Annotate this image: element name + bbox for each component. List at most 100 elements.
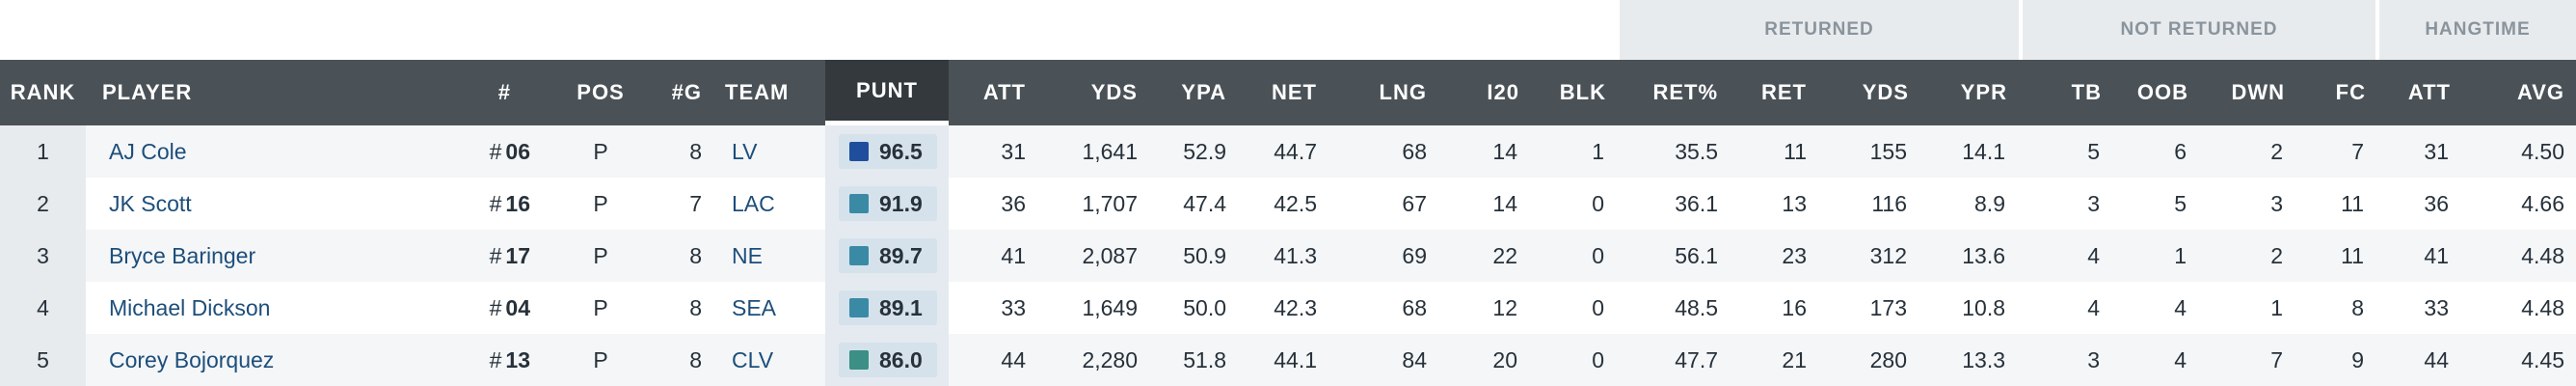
avg-value: 4.66: [2521, 190, 2564, 216]
lng-value: 68: [1402, 138, 1427, 164]
tb-value: 5: [2087, 138, 2100, 164]
yds-value: 1,707: [1082, 190, 1138, 216]
jersey-digits: 17: [505, 242, 530, 268]
i20-value: 14: [1492, 138, 1517, 164]
i20-value: 22: [1492, 242, 1517, 268]
punt-grade-badge: 96.5: [839, 134, 937, 169]
oob-value: 4: [2174, 346, 2187, 372]
tb-value: 3: [2087, 346, 2100, 372]
col-att[interactable]: ATT: [982, 80, 1026, 104]
team-link[interactable]: LV: [732, 138, 758, 164]
team-link[interactable]: CLV: [732, 346, 774, 372]
i20-value: 12: [1492, 294, 1517, 320]
att-value: 36: [1001, 190, 1026, 216]
net-value: 44.1: [1274, 346, 1317, 372]
jersey-number: #16: [424, 178, 530, 230]
col-ypr[interactable]: YPR: [1960, 80, 2007, 104]
col-player[interactable]: PLAYER: [102, 80, 193, 104]
table-row[interactable]: 3 Bryce Baringer #17 P 8 NE 89.7 41 2,08…: [0, 230, 2576, 282]
team-link[interactable]: LAC: [732, 190, 775, 216]
lng-value: 68: [1402, 294, 1427, 320]
position-value: P: [593, 242, 608, 268]
games-value: 8: [689, 242, 702, 268]
table-row[interactable]: 5 Corey Bojorquez #13 P 8 CLV 86.0 44 2,…: [0, 334, 2576, 386]
col-lng[interactable]: LNG: [1379, 80, 1427, 104]
col-punt-grade[interactable]: PUNT: [825, 60, 949, 125]
rank-cell-bg: [0, 282, 86, 334]
hang-att-value: 44: [2424, 346, 2449, 372]
table-row[interactable]: 4 Michael Dickson #04 P 8 SEA 89.1 33 1,…: [0, 282, 2576, 334]
ret-value: 23: [1782, 242, 1807, 268]
table-body: 1 AJ Cole #06 P 8 LV 96.5 31 1,641 52.9 …: [0, 125, 2576, 386]
col-ret[interactable]: RET: [1761, 80, 1807, 104]
team-link[interactable]: SEA: [732, 294, 777, 320]
col-fc[interactable]: FC: [2335, 80, 2366, 104]
ypa-value: 51.8: [1183, 346, 1226, 372]
att-value: 41: [1001, 242, 1026, 268]
player-name-link[interactable]: Bryce Baringer: [109, 242, 256, 268]
ypr-value: 13.3: [1962, 346, 2005, 372]
blk-value: 0: [1592, 346, 1604, 372]
jersey-number: #04: [424, 282, 530, 334]
col-pos[interactable]: POS: [577, 80, 625, 104]
grade-color-swatch: [849, 194, 869, 213]
lng-value: 67: [1402, 190, 1427, 216]
jersey-number: #13: [424, 334, 530, 386]
col-games[interactable]: #G: [671, 80, 702, 104]
col-i20[interactable]: I20: [1487, 80, 1519, 104]
ypa-value: 52.9: [1183, 138, 1226, 164]
lng-value: 84: [1402, 346, 1427, 372]
net-value: 42.5: [1274, 190, 1317, 216]
games-value: 8: [689, 138, 702, 164]
tb-value: 4: [2087, 294, 2100, 320]
col-yds[interactable]: YDS: [1090, 80, 1138, 104]
att-value: 33: [1001, 294, 1026, 320]
rank-cell-bg: [0, 230, 86, 282]
col-net[interactable]: NET: [1272, 80, 1317, 104]
col-avg[interactable]: AVG: [2516, 80, 2564, 104]
col-dwn[interactable]: DWN: [2231, 80, 2285, 104]
table-row[interactable]: 1 AJ Cole #06 P 8 LV 96.5 31 1,641 52.9 …: [0, 125, 2576, 178]
rank-cell-bg: [0, 125, 86, 178]
games-value: 8: [689, 294, 702, 320]
player-name-link[interactable]: Corey Bojorquez: [109, 346, 275, 372]
rank-cell-bg: [0, 334, 86, 386]
col-oob[interactable]: OOB: [2136, 80, 2188, 104]
table-header: RANK PLAYER # POS #G TEAM PUNT ATT YDS Y…: [0, 60, 2576, 125]
dwn-value: 1: [2270, 294, 2283, 320]
jersey-digits: 06: [505, 138, 530, 164]
col-jersey[interactable]: #: [497, 80, 511, 104]
att-value: 31: [1001, 138, 1026, 164]
player-name-link[interactable]: AJ Cole: [109, 138, 187, 164]
col-ret-yds[interactable]: YDS: [1862, 80, 1909, 104]
games-value: 7: [689, 190, 702, 216]
fc-value: 11: [2341, 242, 2364, 268]
col-team[interactable]: TEAM: [725, 80, 790, 104]
position-value: P: [593, 138, 608, 164]
dwn-value: 7: [2270, 346, 2283, 372]
group-returned: RETURNED: [1620, 0, 2019, 60]
ypa-value: 50.0: [1183, 294, 1226, 320]
net-value: 44.7: [1274, 138, 1317, 164]
col-ypa[interactable]: YPA: [1181, 80, 1226, 104]
jersey-digits: 16: [505, 190, 530, 216]
player-name-link[interactable]: Michael Dickson: [109, 294, 271, 320]
ypr-value: 8.9: [1974, 190, 2005, 216]
col-rank[interactable]: RANK: [10, 80, 76, 104]
blk-value: 0: [1592, 190, 1604, 216]
position-value: P: [593, 346, 608, 372]
ypr-value: 10.8: [1962, 294, 2005, 320]
ret-value: 16: [1782, 294, 1807, 320]
col-tb[interactable]: TB: [2071, 80, 2102, 104]
col-hang-att[interactable]: ATT: [2407, 80, 2451, 104]
col-ret-pct[interactable]: RET%: [1652, 80, 1718, 104]
team-link[interactable]: NE: [732, 242, 763, 268]
ret-yds-value: 116: [1871, 190, 1907, 216]
ypr-value: 14.1: [1962, 138, 2005, 164]
oob-value: 5: [2174, 190, 2187, 216]
table-row[interactable]: 2 JK Scott #16 P 7 LAC 91.9 36 1,707 47.…: [0, 178, 2576, 230]
col-blk[interactable]: BLK: [1559, 80, 1606, 104]
tb-value: 4: [2087, 242, 2100, 268]
player-name-link[interactable]: JK Scott: [109, 190, 192, 216]
hang-att-value: 36: [2424, 190, 2449, 216]
